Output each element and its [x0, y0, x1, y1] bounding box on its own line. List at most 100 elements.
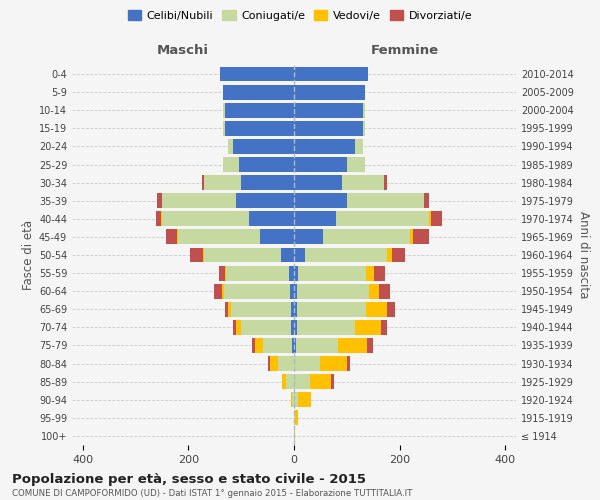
- Bar: [366, 302, 387, 316]
- Bar: [323, 230, 410, 244]
- Bar: [226, 266, 289, 280]
- Bar: [225, 302, 228, 316]
- Bar: [223, 103, 225, 118]
- Bar: [294, 284, 297, 298]
- Bar: [294, 121, 363, 136]
- Bar: [384, 175, 386, 190]
- Bar: [294, 266, 298, 280]
- Bar: [222, 284, 224, 298]
- Bar: [176, 230, 178, 244]
- Bar: [239, 157, 294, 172]
- Bar: [310, 374, 331, 389]
- Bar: [166, 230, 176, 244]
- Bar: [347, 356, 350, 371]
- Bar: [268, 356, 270, 371]
- Bar: [294, 338, 296, 353]
- Bar: [220, 266, 225, 280]
- Bar: [178, 230, 260, 244]
- Bar: [289, 266, 294, 280]
- Bar: [294, 302, 297, 316]
- Bar: [294, 84, 365, 100]
- Bar: [270, 356, 278, 371]
- Bar: [294, 392, 298, 407]
- Bar: [294, 374, 310, 389]
- Bar: [290, 284, 294, 298]
- Bar: [292, 320, 294, 335]
- Bar: [305, 248, 386, 262]
- Bar: [278, 356, 294, 371]
- Bar: [230, 302, 292, 316]
- Bar: [355, 139, 363, 154]
- Bar: [241, 175, 294, 190]
- Bar: [292, 338, 294, 353]
- Bar: [386, 248, 392, 262]
- Bar: [355, 320, 381, 335]
- Bar: [331, 374, 334, 389]
- Bar: [224, 284, 290, 298]
- Bar: [338, 338, 367, 353]
- Bar: [225, 266, 226, 280]
- Bar: [220, 66, 294, 82]
- Bar: [294, 103, 363, 118]
- Bar: [228, 139, 233, 154]
- Bar: [294, 356, 320, 371]
- Bar: [347, 157, 365, 172]
- Bar: [341, 175, 384, 190]
- Bar: [410, 230, 413, 244]
- Text: COMUNE DI CAMPOFORMIDO (UD) - Dati ISTAT 1° gennaio 2015 - Elaborazione TUTTITAL: COMUNE DI CAMPOFORMIDO (UD) - Dati ISTAT…: [12, 489, 412, 498]
- Bar: [294, 175, 341, 190]
- Bar: [336, 212, 429, 226]
- Legend: Celibi/Nubili, Coniugati/e, Vedovi/e, Divorziati/e: Celibi/Nubili, Coniugati/e, Vedovi/e, Di…: [124, 6, 476, 25]
- Bar: [296, 320, 355, 335]
- Bar: [241, 320, 292, 335]
- Bar: [223, 121, 225, 136]
- Text: Maschi: Maschi: [157, 44, 209, 58]
- Bar: [368, 284, 379, 298]
- Bar: [294, 157, 347, 172]
- Bar: [367, 266, 374, 280]
- Bar: [204, 248, 281, 262]
- Bar: [431, 212, 442, 226]
- Y-axis label: Fasce di età: Fasce di età: [22, 220, 35, 290]
- Bar: [294, 320, 296, 335]
- Bar: [252, 338, 255, 353]
- Bar: [236, 194, 294, 208]
- Bar: [190, 248, 203, 262]
- Bar: [367, 338, 373, 353]
- Bar: [374, 266, 385, 280]
- Bar: [260, 230, 294, 244]
- Bar: [294, 212, 336, 226]
- Bar: [294, 230, 323, 244]
- Bar: [363, 103, 365, 118]
- Bar: [214, 284, 222, 298]
- Bar: [294, 139, 355, 154]
- Bar: [294, 248, 305, 262]
- Bar: [424, 194, 429, 208]
- Bar: [225, 103, 294, 118]
- Bar: [203, 248, 204, 262]
- Bar: [296, 338, 338, 353]
- Bar: [347, 194, 424, 208]
- Bar: [294, 428, 295, 444]
- Bar: [282, 374, 286, 389]
- Bar: [387, 302, 395, 316]
- Bar: [162, 212, 249, 226]
- Bar: [429, 212, 431, 226]
- Bar: [291, 392, 292, 407]
- Bar: [297, 302, 366, 316]
- Bar: [294, 410, 295, 426]
- Bar: [236, 320, 241, 335]
- Bar: [249, 212, 294, 226]
- Bar: [295, 410, 298, 426]
- Bar: [233, 320, 236, 335]
- Bar: [157, 194, 162, 208]
- Bar: [202, 175, 204, 190]
- Bar: [292, 302, 294, 316]
- Bar: [413, 230, 429, 244]
- Bar: [363, 121, 365, 136]
- Text: Femmine: Femmine: [371, 44, 439, 58]
- Bar: [286, 374, 294, 389]
- Bar: [225, 121, 294, 136]
- Y-axis label: Anni di nascita: Anni di nascita: [577, 212, 590, 298]
- Bar: [294, 66, 368, 82]
